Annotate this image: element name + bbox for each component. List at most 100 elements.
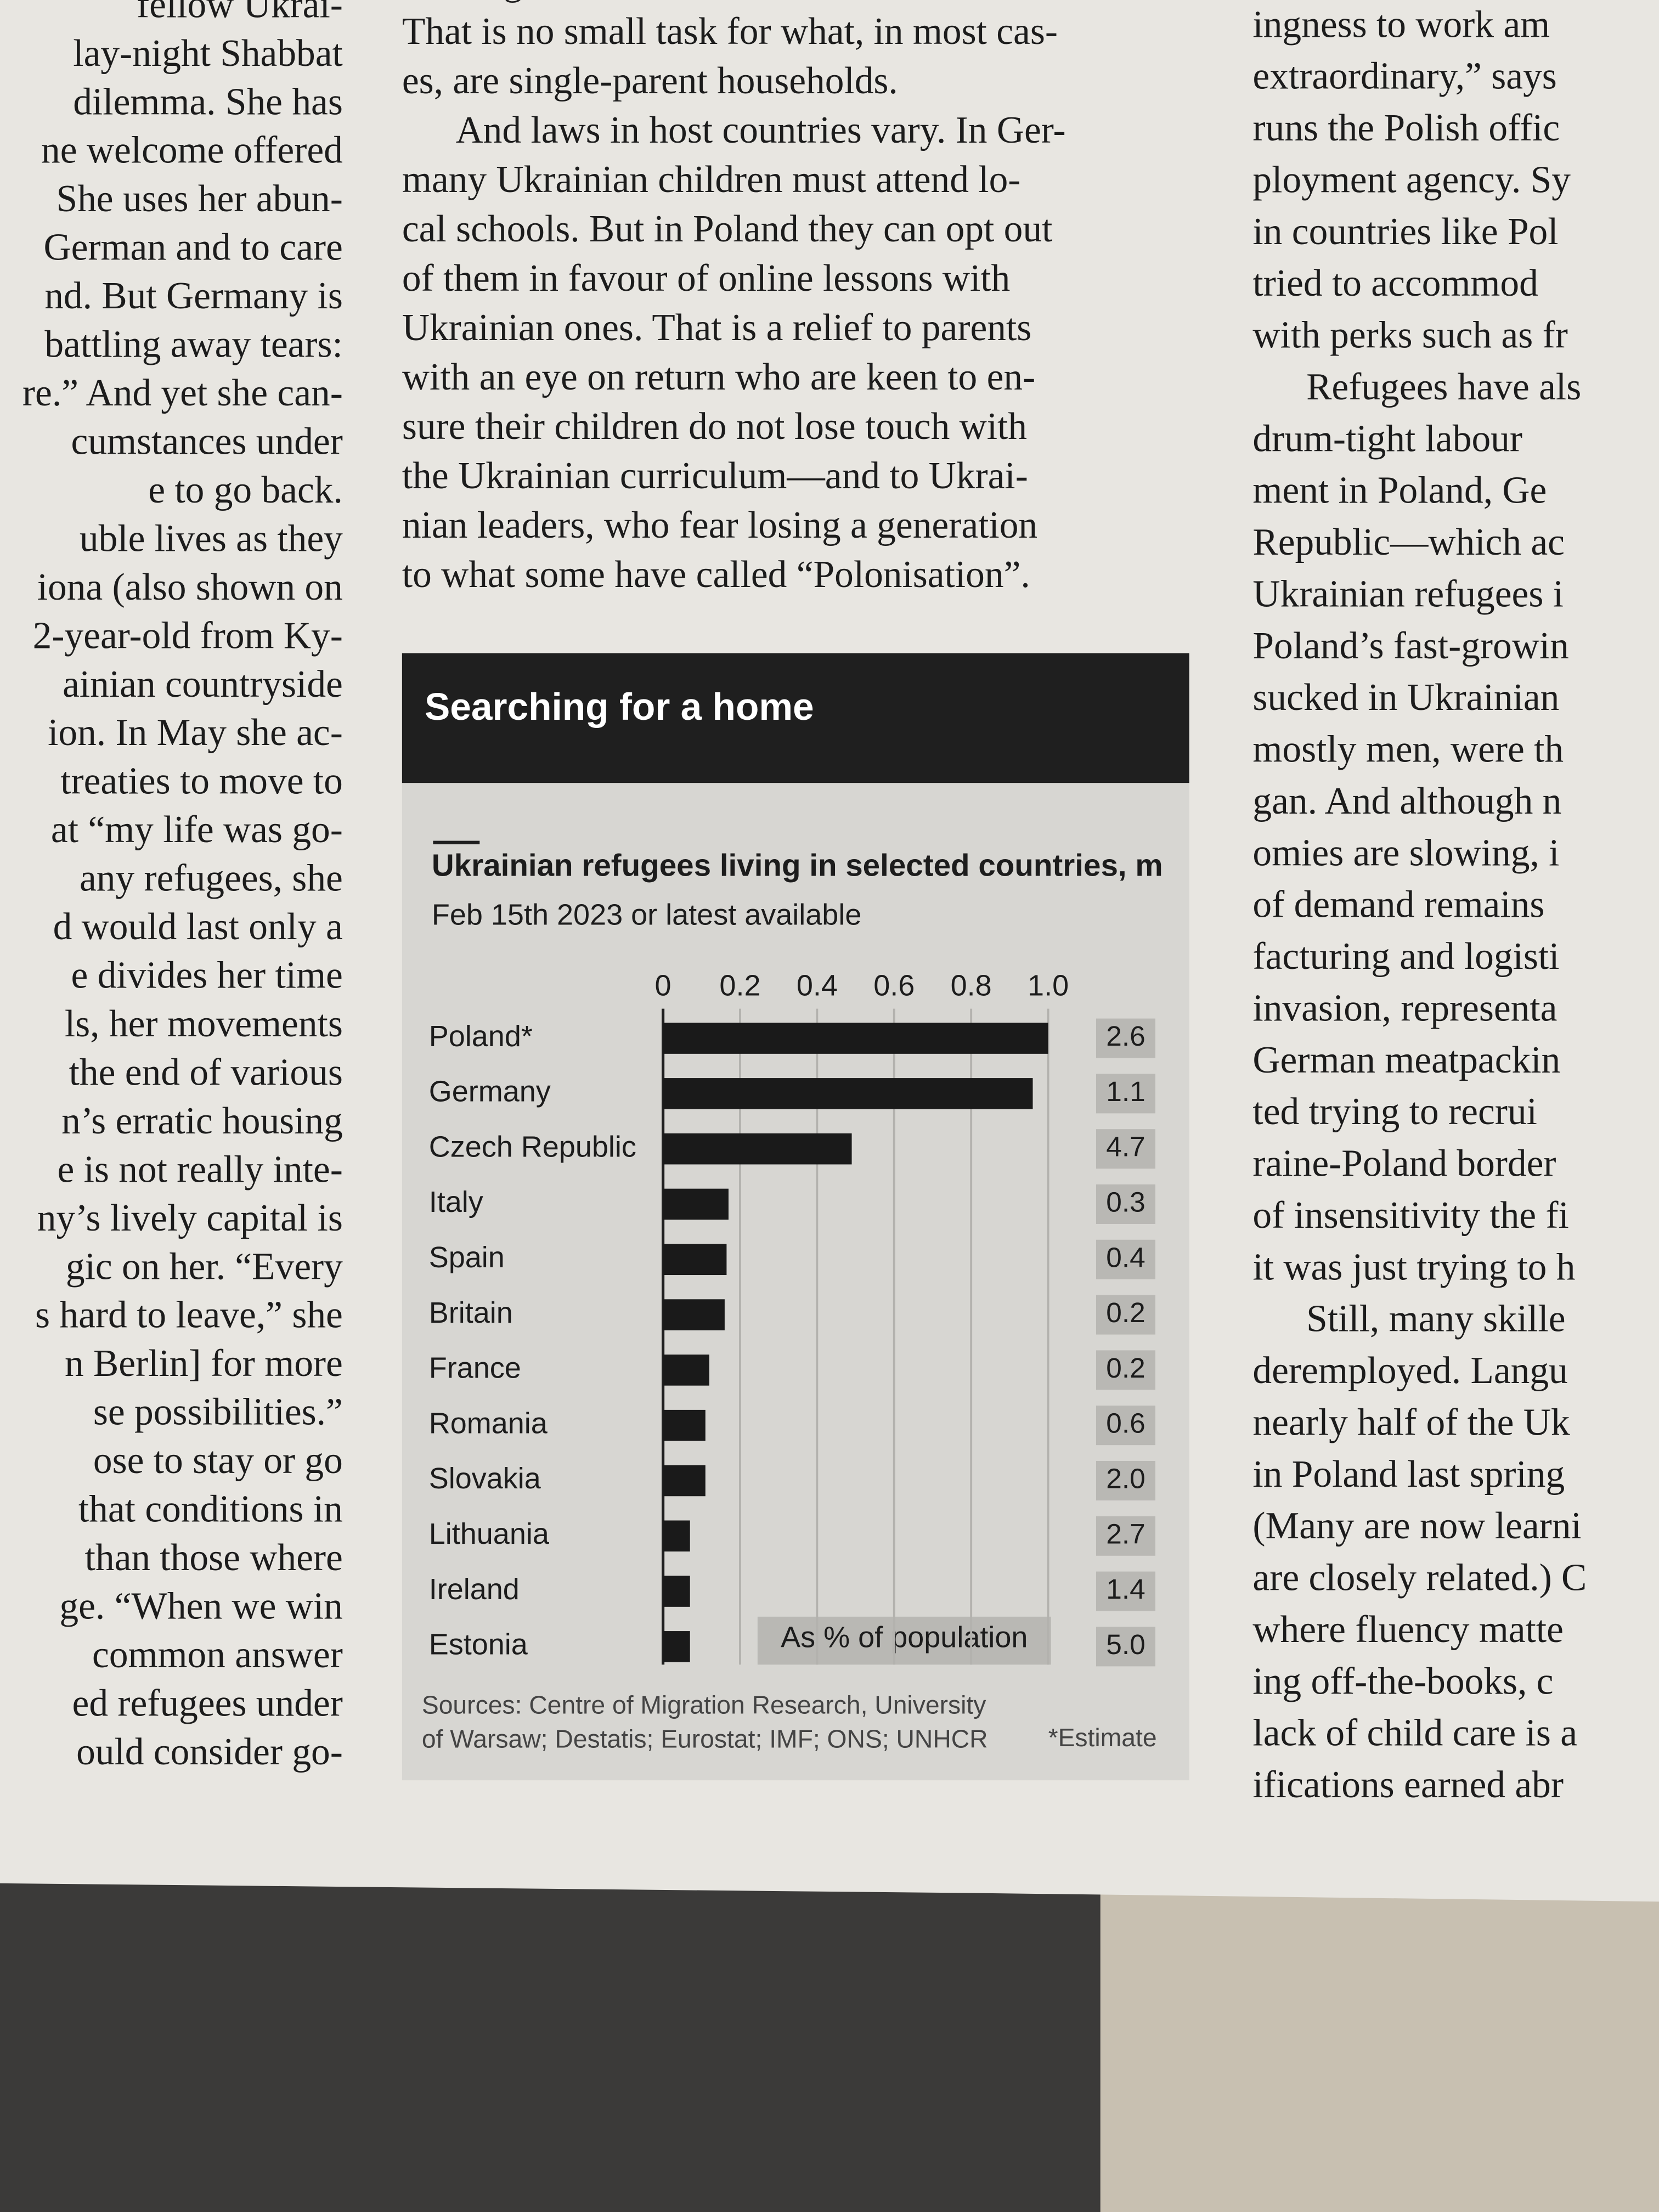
article-line: sucked in Ukrainian <box>1252 676 1559 719</box>
article-line: are closely related.) C <box>1252 1557 1587 1599</box>
article-line: the end of various <box>69 1051 343 1093</box>
population-share-label: 2.7 <box>1106 1517 1145 1549</box>
population-share-label: 0.2 <box>1106 1352 1145 1384</box>
population-share-label: 2.6 <box>1106 1020 1145 1052</box>
y-tick-label: Spain <box>429 1241 505 1274</box>
article-line: tried to accommod <box>1252 262 1538 304</box>
population-share-box <box>1096 1074 1155 1114</box>
article-line: of demand remains <box>1252 884 1544 926</box>
article-line: ainian countryside <box>63 663 343 706</box>
article-line: sure their children do not lose touch wi… <box>402 405 1027 448</box>
article-line: uble lives as they <box>80 517 343 560</box>
x-tick-label: 0 <box>655 969 672 1002</box>
article-line: d would last only a <box>53 906 343 948</box>
article-line: 2-year-old from Ky- <box>33 614 343 657</box>
population-share-label: 0.2 <box>1106 1296 1145 1328</box>
bar <box>663 1576 690 1607</box>
article-line: s hard to leave,” she <box>35 1294 343 1336</box>
article-line: ted trying to recrui <box>1252 1091 1537 1133</box>
article-line: ould consider go- <box>76 1731 343 1773</box>
y-tick-label: France <box>429 1352 521 1385</box>
article-line: She uses her abun- <box>57 178 343 220</box>
article-line: ne welcome offered <box>41 129 343 172</box>
article-line: es, are single-parent households. <box>402 60 898 102</box>
population-share-box <box>1096 1516 1155 1556</box>
y-tick-label: Germany <box>429 1075 551 1108</box>
y-tick-label: Czech Republic <box>429 1130 636 1163</box>
article-line: ge. “When we win <box>59 1585 342 1627</box>
x-tick-label: 0.4 <box>797 969 838 1002</box>
article-line: Poland’s fast-growin <box>1252 625 1568 667</box>
article-line: runs the Polish offic <box>1252 107 1560 149</box>
article-line: Ukrainian refugees i <box>1252 573 1564 615</box>
article-line: n Berlin] for more <box>65 1342 343 1385</box>
legend-box <box>757 1616 1051 1665</box>
article-line: in countries like Pol <box>1252 211 1558 253</box>
article-line: e is not really inte- <box>57 1148 342 1190</box>
article-line: ny’s lively capital is <box>37 1197 343 1239</box>
population-share-label: 2.0 <box>1106 1463 1145 1494</box>
article-line: re.” And yet she can- <box>22 372 343 414</box>
article-line: evening <box>402 0 523 3</box>
y-tick-label: Italy <box>429 1186 483 1218</box>
article-line: in Poland last spring <box>1252 1453 1565 1496</box>
article-line: drum-tight labour <box>1252 417 1522 460</box>
article-line: to what some have called “Polonisation”. <box>402 554 1030 596</box>
article-line: fellow Ukrai- <box>137 0 343 26</box>
article-line: the Ukrainian curriculum—and to Ukrai- <box>402 455 1028 497</box>
article-line: nearly half of the Uk <box>1252 1401 1570 1443</box>
article-line: many Ukrainian children must attend lo- <box>402 159 1021 201</box>
article-line: raine-Poland border <box>1252 1143 1556 1185</box>
bar <box>663 1409 706 1441</box>
article-line: lack of child care is a <box>1252 1712 1577 1754</box>
population-share-box <box>1096 1460 1155 1500</box>
article-line: (Many are now learni <box>1252 1505 1581 1547</box>
population-share-box <box>1096 1239 1155 1279</box>
y-tick-label: Estonia <box>429 1628 528 1661</box>
y-tick-label: Lithuania <box>429 1517 550 1550</box>
population-share-box <box>1096 1295 1155 1335</box>
bar <box>663 1520 690 1552</box>
article-line: Republic—which ac <box>1252 521 1565 563</box>
y-tick-label: Britain <box>429 1296 513 1329</box>
chart-panel <box>402 653 1189 1781</box>
article-line: se possibilities.” <box>93 1391 343 1434</box>
article-line: n’s erratic housing <box>61 1100 343 1142</box>
article-line: where fluency matte <box>1252 1609 1564 1651</box>
article-line: ion. In May she ac- <box>48 712 343 754</box>
article-line: ls, her movements <box>65 1003 343 1045</box>
bar <box>663 1023 1048 1054</box>
population-share-box <box>1096 1018 1155 1058</box>
article-line: iona (also shown on <box>37 566 343 608</box>
population-share-box <box>1096 1627 1155 1667</box>
x-tick-label: 0.8 <box>951 969 992 1002</box>
article-line: facturing and logisti <box>1252 935 1559 978</box>
population-share-box <box>1096 1129 1155 1169</box>
article-line: nian leaders, who fear losing a generati… <box>402 504 1037 546</box>
bar <box>663 1299 725 1330</box>
article-line: extraordinary,” says <box>1252 55 1556 98</box>
legend-label: As % of population <box>781 1621 1028 1654</box>
article-line: of them in favour of online lessons with <box>402 257 1010 300</box>
bar <box>663 1465 706 1497</box>
x-tick-label: 0.6 <box>873 969 915 1002</box>
title-rule <box>433 840 480 844</box>
population-share-label: 0.6 <box>1106 1407 1145 1439</box>
article-line: nd. But Germany is <box>44 275 343 317</box>
article-line: of insensitivity the fi <box>1252 1194 1568 1237</box>
article-line: omies are slowing, i <box>1252 832 1559 874</box>
article-line: than those where <box>85 1537 343 1579</box>
chart-subtitle: Feb 15th 2023 or latest available <box>432 899 862 932</box>
article-line: ose to stay or go <box>93 1440 343 1482</box>
article-line: deremployed. Langu <box>1252 1350 1567 1392</box>
x-tick-label: 0.2 <box>719 969 760 1002</box>
article-line: Still, many skille <box>1306 1298 1565 1340</box>
article-line: cumstances under <box>71 420 343 462</box>
article-line: common answer <box>92 1634 343 1676</box>
article-line: gic on her. “Every <box>66 1245 343 1288</box>
article-line: at “my life was go- <box>51 809 343 851</box>
article-line: treaties to move to <box>60 760 343 803</box>
background-fabric <box>1100 1876 1659 2212</box>
population-share-label: 0.3 <box>1106 1186 1145 1218</box>
article-line: that conditions in <box>78 1488 343 1531</box>
